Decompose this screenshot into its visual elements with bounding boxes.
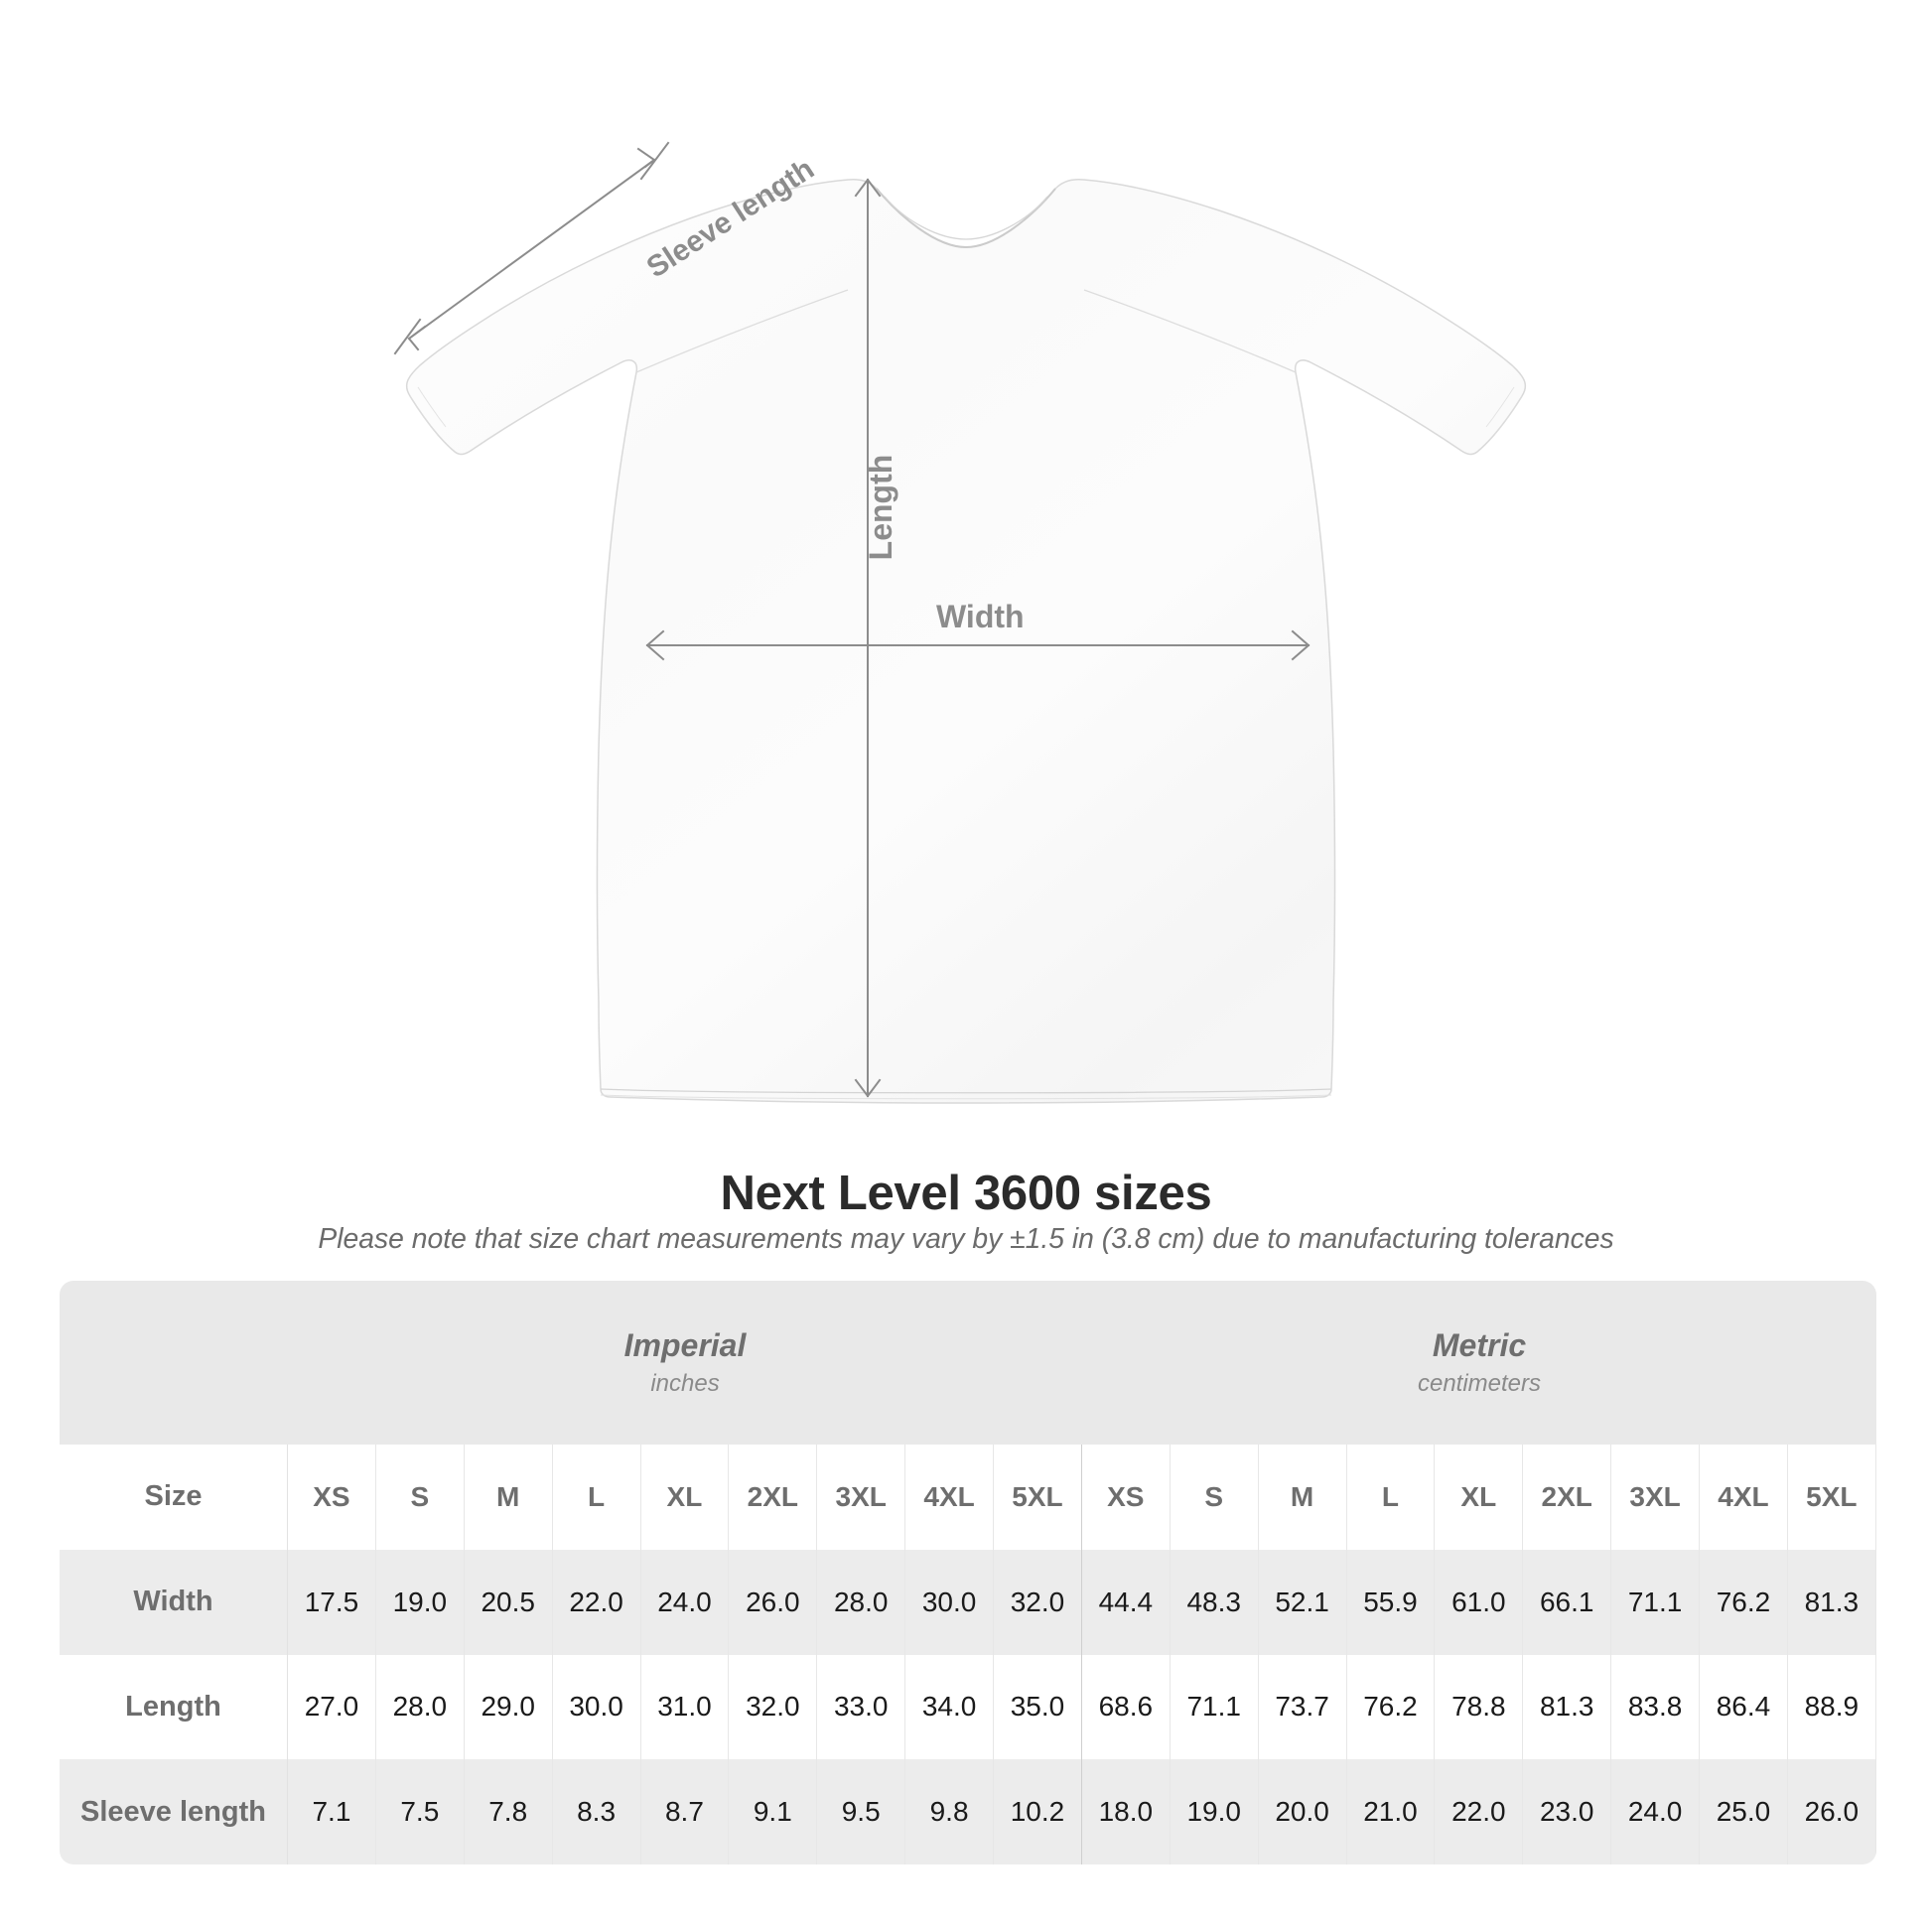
svg-text:Width: Width xyxy=(936,599,1025,634)
svg-text:Length: Length xyxy=(863,455,898,561)
